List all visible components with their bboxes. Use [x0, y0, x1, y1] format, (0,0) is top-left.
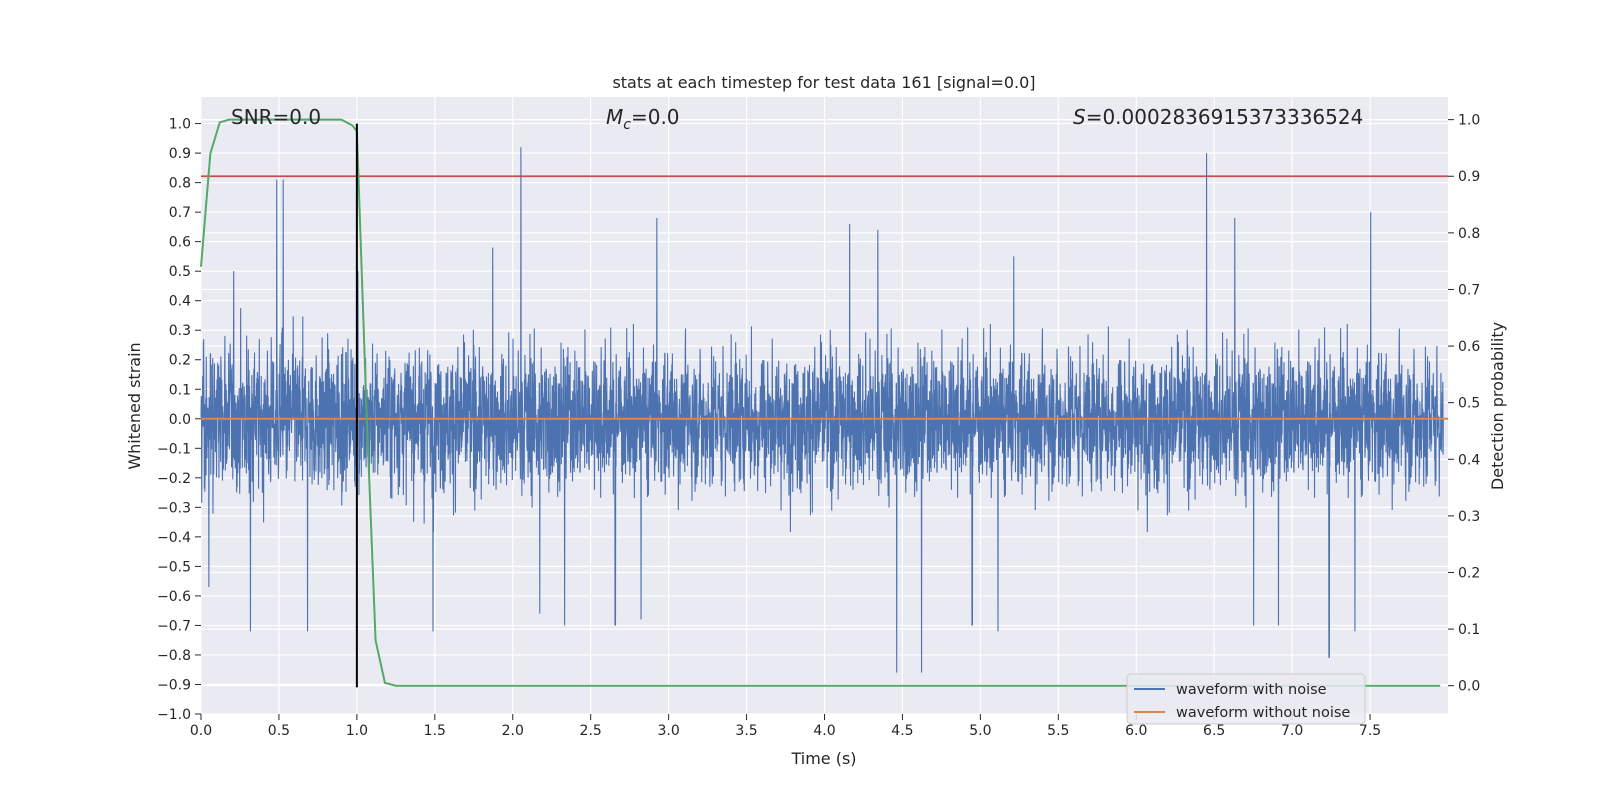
y-left-tick-label: −0.8 — [157, 648, 191, 664]
y-left-tick-label: 0.8 — [169, 176, 191, 192]
annotations: stats at each timestep for test data 161… — [125, 73, 1507, 768]
y-axis-label-right: Detection probability — [1488, 322, 1507, 490]
y-right-tick-label: 1.0 — [1458, 113, 1480, 129]
s-annotation: S=0.0002836915373336524 — [1073, 105, 1363, 129]
mc-annotation: Mc=0.0 — [606, 105, 680, 133]
x-tick-label: 6.0 — [1125, 723, 1147, 739]
x-tick-label: 4.0 — [813, 723, 835, 739]
y-left-tick-label: 0.4 — [169, 294, 191, 310]
y-left-tick-label: 0.7 — [169, 205, 191, 221]
x-tick-label: 7.0 — [1281, 723, 1303, 739]
y-left-tick-label: −1.0 — [157, 707, 191, 723]
y-left-tick-label: −0.9 — [157, 677, 191, 693]
legend: waveform with noise waveform without nois… — [1126, 673, 1366, 725]
y-left-tick-label: −0.7 — [157, 618, 191, 634]
y-left-tick-label: 0.9 — [169, 146, 191, 162]
y-left-tick-label: 0.0 — [169, 412, 191, 428]
detection-probability-line — [200, 118, 1441, 687]
x-tick-label: 0.5 — [268, 723, 290, 739]
x-tick-label: 1.0 — [346, 723, 368, 739]
mc-value: =0.0 — [631, 105, 680, 129]
y-left-tick-label: −0.1 — [157, 441, 191, 457]
y-left-tick-label: 0.3 — [169, 323, 191, 339]
s-value: =0.0002836915373336524 — [1086, 105, 1364, 129]
x-tick-label: 3.5 — [735, 723, 757, 739]
y-left-tick-label: −0.2 — [157, 471, 191, 487]
legend-label: waveform without noise — [1176, 705, 1350, 721]
x-tick-label: 2.5 — [580, 723, 602, 739]
x-tick-label: 1.5 — [424, 723, 446, 739]
x-tick-label: 0.0 — [190, 723, 212, 739]
y-left-tick-label: 0.6 — [169, 235, 191, 251]
y-right-tick-label: 0.7 — [1458, 282, 1480, 298]
series-layer — [200, 118, 1448, 688]
y-right-tick-label: 0.9 — [1458, 169, 1480, 185]
y-right-tick-label: 0.8 — [1458, 226, 1480, 242]
x-tick-label: 7.5 — [1359, 723, 1381, 739]
y-left-tick-label: −0.6 — [157, 589, 191, 605]
y-left-tick-label: −0.5 — [157, 559, 191, 575]
y-left-tick-label: 0.5 — [169, 264, 191, 280]
s-symbol: S — [1073, 105, 1086, 129]
y-right-tick-label: 0.4 — [1458, 452, 1480, 468]
mc-symbol: M — [606, 105, 623, 129]
y-left-tick-label: 0.2 — [169, 353, 191, 369]
mc-subscript: c — [623, 117, 631, 133]
y-right-tick-label: 0.5 — [1458, 396, 1480, 412]
y-left-tick-label: 0.1 — [169, 382, 191, 398]
y-right-tick-label: 0.1 — [1458, 622, 1480, 638]
x-tick-label: 2.0 — [502, 723, 524, 739]
x-tick-label: 4.5 — [891, 723, 913, 739]
snr-annotation: SNR=0.0 — [231, 105, 321, 129]
y-left-tick-label: 1.0 — [169, 117, 191, 133]
y-axis-label-left: Whitened strain — [125, 342, 144, 469]
legend-label: waveform with noise — [1176, 682, 1327, 698]
y-right-tick-label: 0.2 — [1458, 565, 1480, 581]
x-tick-label: 3.0 — [657, 723, 679, 739]
legend-box — [1126, 673, 1366, 725]
y-right-tick-label: 0.6 — [1458, 339, 1480, 355]
chart-title: stats at each timestep for test data 161… — [612, 73, 1035, 92]
y-right-tick-label: 0.0 — [1458, 679, 1480, 695]
x-tick-label: 6.5 — [1203, 723, 1225, 739]
axes-layer: 0.0 0.5 1.0 1.5 2.0 2.5 3.0 3.5 4.0 4.5 5.0 5.5 6.0 6… — [157, 113, 1480, 739]
x-tick-label: 5.5 — [1047, 723, 1069, 739]
waveform-with-noise-line — [200, 147, 1444, 673]
y-left-tick-label: −0.4 — [157, 530, 191, 546]
x-axis-label: Time (s) — [790, 749, 856, 768]
y-right-tick-label: 0.3 — [1458, 509, 1480, 525]
x-tick-label: 5.0 — [969, 723, 991, 739]
y-left-tick-label: −0.3 — [157, 500, 191, 516]
